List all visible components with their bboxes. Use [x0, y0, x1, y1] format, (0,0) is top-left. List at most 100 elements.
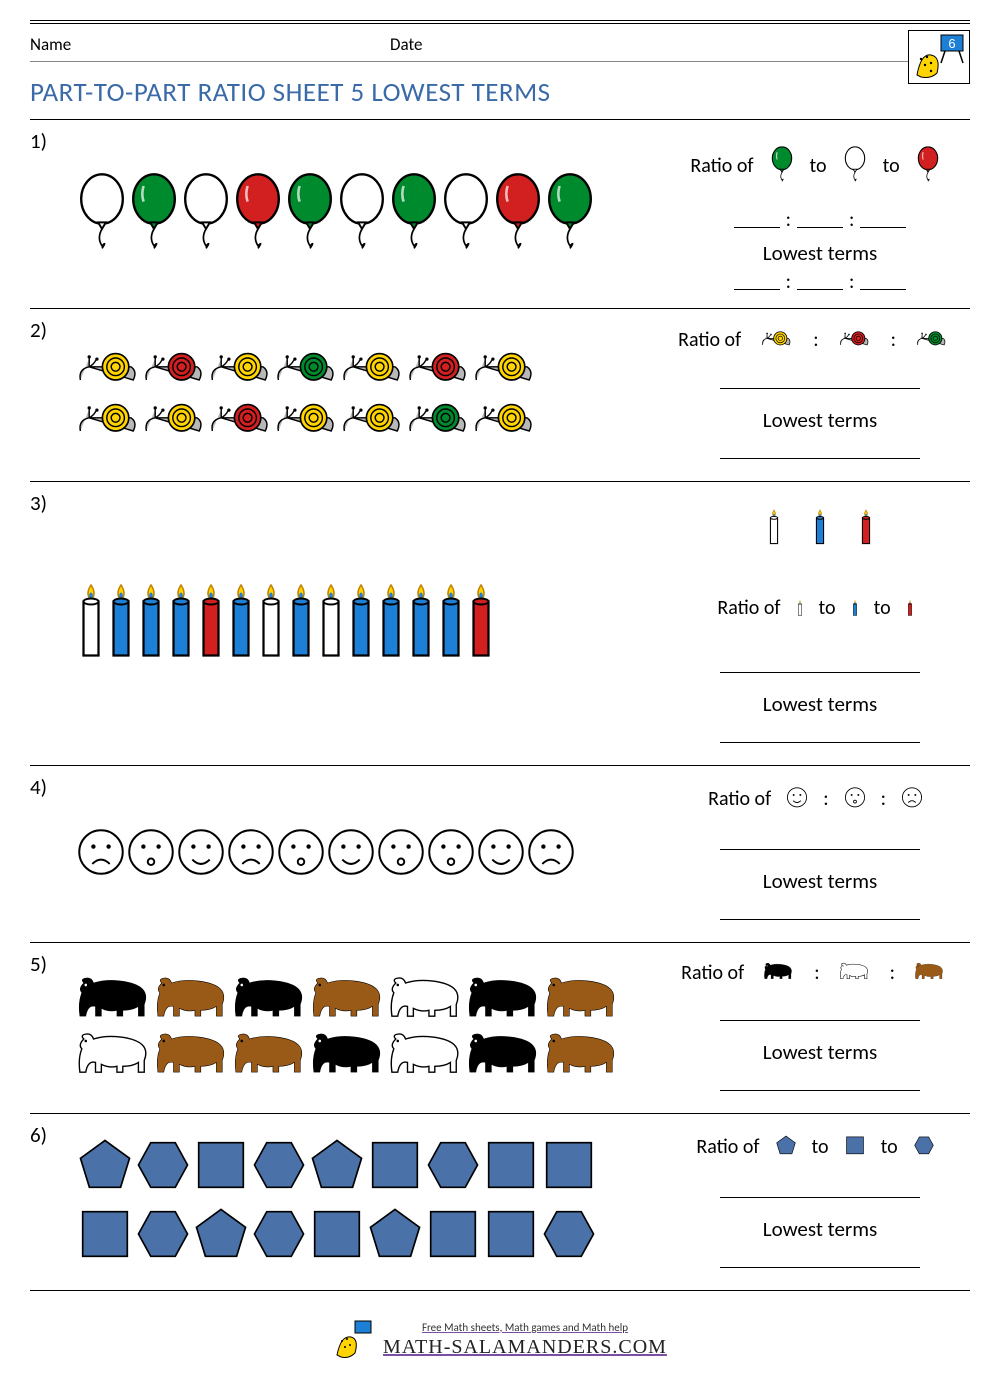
- problem-answer: Ratio of to to ::Lowest terms::: [670, 126, 970, 302]
- ratio-of-line: Ratio of : :: [670, 953, 970, 993]
- snail-icon: [340, 398, 406, 438]
- candle-icon: [859, 509, 873, 546]
- bear-icon: [544, 1031, 622, 1076]
- face-icon: [176, 827, 226, 877]
- balloon-icon: [284, 173, 336, 251]
- candle-icon: [436, 582, 466, 660]
- item-row: [76, 1031, 664, 1081]
- lowest-blank[interactable]: [720, 721, 920, 743]
- candle-icon: [256, 582, 286, 660]
- candle-icon: [406, 582, 436, 660]
- bear-icon: [154, 975, 232, 1020]
- snail-icon: [761, 328, 794, 348]
- lowest-terms-label: Lowest terms: [670, 240, 970, 266]
- face-icon: [376, 827, 426, 877]
- problem-number: 1): [30, 126, 76, 302]
- lowest-blank[interactable]: [720, 1246, 920, 1268]
- hexagon-icon: [134, 1205, 192, 1263]
- candle-icon: [767, 509, 781, 546]
- item-row: [76, 827, 664, 882]
- footer-logo-icon: [333, 1319, 375, 1361]
- square-icon: [482, 1136, 540, 1194]
- candle-icon: [76, 582, 106, 660]
- problem-answer: Ratio of : : Lowest terms: [670, 772, 970, 936]
- answer-blanks[interactable]: ::: [670, 208, 970, 232]
- candle-icon: [906, 599, 912, 616]
- item-row: [76, 173, 664, 256]
- candle-icon: [796, 599, 802, 616]
- snail-icon: [472, 347, 538, 387]
- footer-site: MATH-SALAMANDERS.COM: [383, 1336, 667, 1359]
- lowest-blank[interactable]: [720, 898, 920, 920]
- problem-number: 6): [30, 1120, 76, 1284]
- hexagon-icon: [913, 1134, 935, 1156]
- problem-4: 4) Rati: [30, 765, 970, 942]
- lowest-terms-label: Lowest terms: [670, 691, 970, 717]
- problem-number: 2): [30, 315, 76, 475]
- ratio-of-line: Ratio of to to: [670, 130, 970, 202]
- square-icon: [482, 1205, 540, 1263]
- pentagon-icon: [76, 1136, 134, 1194]
- lowest-terms-label: Lowest terms: [670, 1216, 970, 1242]
- square-icon: [192, 1136, 250, 1194]
- snail-icon: [142, 347, 208, 387]
- item-row: [76, 347, 664, 392]
- bear-icon: [76, 1031, 154, 1076]
- bear-icon: [466, 975, 544, 1020]
- problem-6: 6) Ratio oftotoLowest terms: [30, 1113, 970, 1291]
- lowest-terms-label: Lowest terms: [670, 407, 970, 433]
- snail-icon: [142, 398, 208, 438]
- grade-number: 6: [948, 36, 955, 51]
- face-icon: [126, 827, 176, 877]
- hexagon-icon: [250, 1205, 308, 1263]
- hexagon-icon: [250, 1136, 308, 1194]
- pentagon-icon: [308, 1136, 366, 1194]
- lowest-blanks[interactable]: ::: [670, 270, 970, 294]
- lowest-blank[interactable]: [720, 437, 920, 459]
- problem-3: 3): [30, 481, 970, 765]
- bear-icon: [154, 1031, 232, 1076]
- ratio-of-line: Ratio of to to: [670, 572, 970, 646]
- problem-number: 5): [30, 949, 76, 1107]
- problem-answer: Ratio of to to Lowest terms: [670, 488, 970, 759]
- balloon-icon: [76, 173, 128, 251]
- item-row: [76, 975, 664, 1025]
- bear-icon: [388, 975, 466, 1020]
- snail-icon: [274, 398, 340, 438]
- answer-blank[interactable]: [720, 999, 920, 1021]
- face-icon: [844, 787, 866, 809]
- ratio-of-line: Ratio of : :: [670, 319, 970, 361]
- salamander-logo-icon: 6: [911, 33, 967, 81]
- face-icon: [526, 827, 576, 877]
- answer-blank[interactable]: [720, 651, 920, 673]
- bear-icon: [76, 975, 154, 1020]
- ratio-icons-row: [670, 492, 970, 566]
- answer-blank[interactable]: [720, 367, 920, 389]
- snail-icon: [76, 347, 142, 387]
- bear-icon: [763, 962, 795, 980]
- candle-icon: [316, 582, 346, 660]
- square-icon: [424, 1205, 482, 1263]
- candle-icon: [346, 582, 376, 660]
- snail-icon: [406, 398, 472, 438]
- lowest-blank[interactable]: [720, 1069, 920, 1091]
- answer-blank[interactable]: [720, 828, 920, 850]
- footer: Free Math sheets, Math games and Math he…: [30, 1319, 970, 1364]
- bear-icon: [232, 975, 310, 1020]
- lowest-terms-label: Lowest terms: [670, 868, 970, 894]
- face-icon: [476, 827, 526, 877]
- problem-visual: [76, 1120, 670, 1284]
- balloon-icon: [440, 173, 492, 251]
- balloon-icon: [769, 146, 793, 182]
- answer-blank[interactable]: [720, 1176, 920, 1198]
- candle-icon: [813, 509, 827, 546]
- problem-5: 5) Ra: [30, 942, 970, 1113]
- candle-icon: [226, 582, 256, 660]
- balloon-icon: [232, 173, 284, 251]
- snail-icon: [838, 328, 871, 348]
- problem-answer: Ratio oftotoLowest terms: [670, 1120, 970, 1284]
- problem-answer: Ratio of : : Lowest terms: [670, 949, 970, 1107]
- bear-icon: [544, 975, 622, 1020]
- balloon-icon: [492, 173, 544, 251]
- face-icon: [326, 827, 376, 877]
